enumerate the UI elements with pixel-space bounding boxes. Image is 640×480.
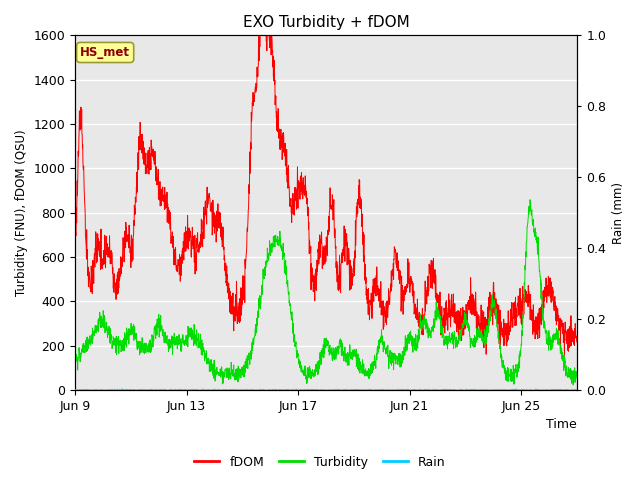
Y-axis label: Rain (mm): Rain (mm)	[612, 182, 625, 244]
Title: EXO Turbidity + fDOM: EXO Turbidity + fDOM	[243, 15, 410, 30]
Text: HS_met: HS_met	[80, 46, 130, 59]
Y-axis label: Turbidity (FNU), fDOM (QSU): Turbidity (FNU), fDOM (QSU)	[15, 130, 28, 296]
X-axis label: Time: Time	[546, 419, 577, 432]
Legend: fDOM, Turbidity, Rain: fDOM, Turbidity, Rain	[189, 451, 451, 474]
